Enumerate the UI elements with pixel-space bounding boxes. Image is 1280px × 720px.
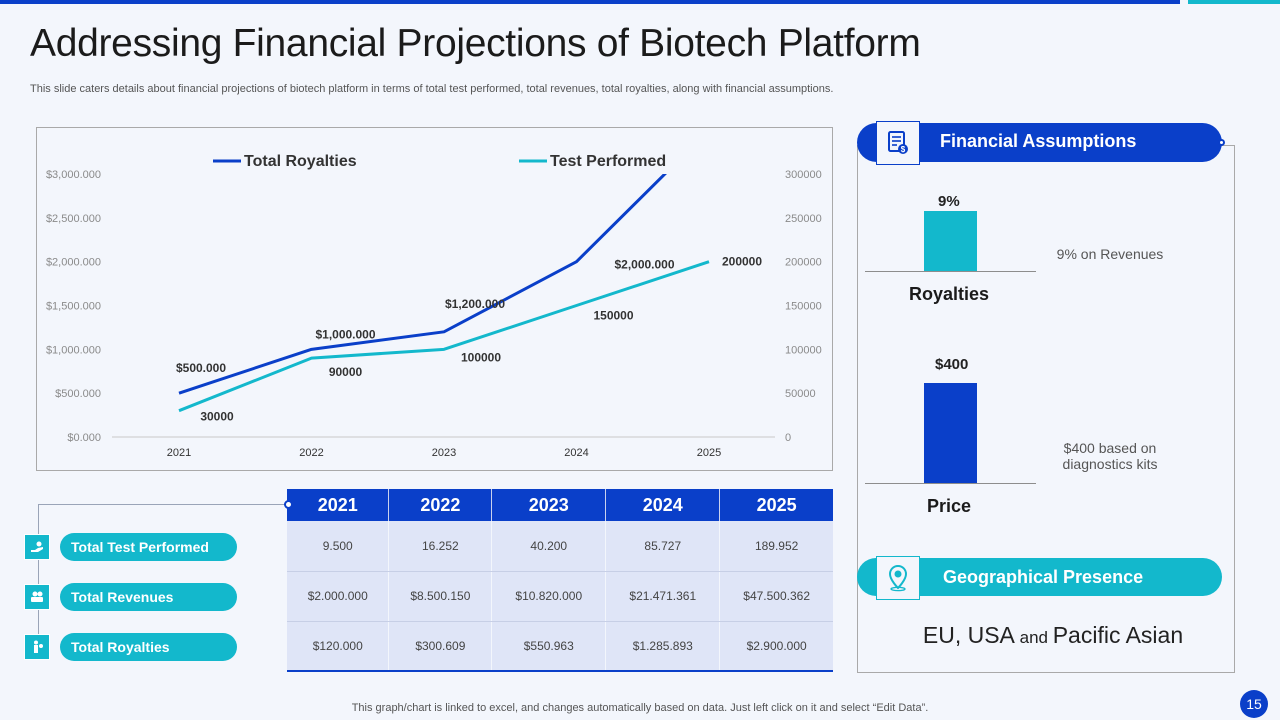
- connector-dot: [284, 500, 293, 509]
- test-performed-data-label: 30000: [200, 410, 234, 424]
- table-cell: $1.285.893: [605, 621, 721, 672]
- price-bar: [924, 383, 977, 483]
- table-cell: $2.900.000: [719, 621, 833, 672]
- y-left-tick-label: $500.000: [55, 388, 101, 400]
- row-label-revenues: Total Revenues: [24, 583, 237, 611]
- projection-table: 2021 2022 2023 2024 2025 9.500 16.252 40…: [287, 489, 833, 672]
- y-left-tick-label: $1,000.000: [46, 344, 101, 356]
- x-tick-label: 2023: [432, 447, 456, 459]
- y-left-tick-label: $0.000: [67, 432, 101, 444]
- geography-conjunction: and: [1014, 628, 1053, 647]
- line-chart[interactable]: $0.000 $500.000 $1,000.000 $1,500.000 $2,000…: [36, 127, 833, 471]
- table-row: $2.000.000 $8.500.150 $10.820.000 $21.47…: [287, 571, 833, 622]
- document-dollar-icon: $: [876, 121, 920, 165]
- table-cell: 189.952: [719, 521, 833, 572]
- x-tick-label: 2021: [167, 447, 191, 459]
- geography-regions: EU, USA and Pacific Asian: [857, 622, 1249, 649]
- top-accent-bar: [0, 0, 1180, 4]
- price-baseline: [865, 483, 1036, 484]
- svg-text:$: $: [901, 145, 906, 154]
- header-connector-dot: [1218, 139, 1225, 146]
- royalties-description: 9% on Revenues: [1056, 246, 1164, 262]
- royalties-data-label: $2,000.000: [614, 258, 674, 272]
- x-tick-label: 2024: [564, 447, 588, 459]
- table-cell: 40.200: [491, 521, 607, 572]
- table-connector-line-vertical: [38, 505, 39, 645]
- x-tick-label: 2022: [299, 447, 323, 459]
- table-cell: 9.500: [287, 521, 390, 572]
- y-left-tick-label: $1,500.000: [46, 301, 101, 313]
- table-cell: 16.252: [388, 521, 493, 572]
- geography-region: Pacific Asian: [1052, 622, 1184, 648]
- table-cell: $300.609: [388, 621, 493, 672]
- row-pill: Total Test Performed: [60, 533, 237, 561]
- hand-coins-icon: [24, 534, 50, 560]
- royalties-data-label: $1,000.000: [315, 327, 375, 341]
- page-title: Addressing Financial Projections of Biot…: [30, 22, 921, 65]
- row-label-royalties: Total Royalties: [24, 633, 237, 661]
- row-pill: Total Royalties: [60, 633, 237, 661]
- table-connector-line: [38, 504, 286, 505]
- y-right-tick-label: 100000: [785, 344, 822, 356]
- price-description: $400 based on diagnostics kits: [1062, 440, 1158, 472]
- test-performed-data-label: 90000: [329, 365, 363, 379]
- row-label-test-performed: Total Test Performed: [24, 533, 237, 561]
- y-right-tick-label: 250000: [785, 213, 822, 225]
- y-right-tick-label: 200000: [785, 257, 822, 269]
- table-cell: 85.727: [605, 521, 721, 572]
- person-money-icon: [24, 634, 50, 660]
- table-header-cell: 2021: [287, 489, 390, 521]
- header-connector-line: [1224, 145, 1235, 146]
- financial-assumptions-title: Financial Assumptions: [940, 131, 1137, 151]
- table-cell: $10.820.000: [491, 571, 607, 622]
- royalties-value: 9%: [938, 193, 960, 210]
- table-header-cell: 2024: [605, 489, 721, 521]
- price-label: Price: [927, 496, 972, 516]
- table-cell: $2.000.000: [287, 571, 390, 622]
- row-pill: Total Revenues: [60, 583, 237, 611]
- table-cell: $21.471.361: [605, 571, 721, 622]
- royalties-label: Royalties: [909, 284, 990, 304]
- table-header-cell: 2025: [719, 489, 833, 521]
- table-header-cell: 2023: [491, 489, 607, 521]
- y-right-tick-label: 300000: [785, 169, 822, 181]
- legend-label: Total Royalties: [244, 153, 357, 170]
- table-row: $120.000 $300.609 $550.963 $1.285.893 $2…: [287, 621, 833, 672]
- table-header-row: 2021 2022 2023 2024 2025: [287, 489, 833, 521]
- y-left-tick-label: $2,000.000: [46, 257, 101, 269]
- x-tick-label: 2025: [697, 447, 721, 459]
- royalties-baseline: [865, 271, 1036, 272]
- geographical-presence-title: Geographical Presence: [943, 567, 1144, 587]
- chart-canvas: $0.000 $500.000 $1,000.000 $1,500.000 $2,000…: [46, 153, 822, 459]
- table-cell: $120.000: [287, 621, 390, 672]
- legend-label: Test Performed: [550, 153, 666, 170]
- location-pin-icon: [876, 556, 920, 600]
- y-right-tick-label: 150000: [785, 301, 822, 313]
- table-row: 9.500 16.252 40.200 85.727 189.952: [287, 521, 833, 572]
- royalties-data-label: $1,200.000: [445, 297, 505, 311]
- page-subtitle: This slide caters details about financia…: [30, 83, 834, 95]
- price-value: $400: [935, 356, 969, 373]
- table-cell: $550.963: [491, 621, 607, 672]
- test-performed-data-label: 100000: [461, 350, 501, 364]
- royalties-bar: [924, 211, 977, 271]
- table-cell: $8.500.150: [388, 571, 493, 622]
- test-performed-data-label: 150000: [593, 309, 633, 323]
- table-header-cell: 2022: [388, 489, 493, 521]
- table-cell: $47.500.362: [719, 571, 833, 622]
- page-number: 15: [1240, 690, 1268, 718]
- top-accent-bar-teal: [1188, 0, 1280, 4]
- money-stack-icon: [24, 584, 50, 610]
- royalties-data-label: $500.000: [176, 361, 226, 375]
- y-left-tick-label: $2,500.000: [46, 213, 101, 225]
- test-performed-line: [178, 260, 710, 413]
- footer-note: This graph/chart is linked to excel, and…: [351, 702, 929, 714]
- royalties-line: [178, 174, 667, 395]
- y-right-tick-label: 0: [785, 432, 791, 444]
- y-right-tick-label: 50000: [785, 388, 816, 400]
- y-left-tick-label: $3,000.000: [46, 169, 101, 181]
- test-performed-data-label: 200000: [722, 255, 762, 269]
- geography-region: EU, USA: [922, 622, 1015, 648]
